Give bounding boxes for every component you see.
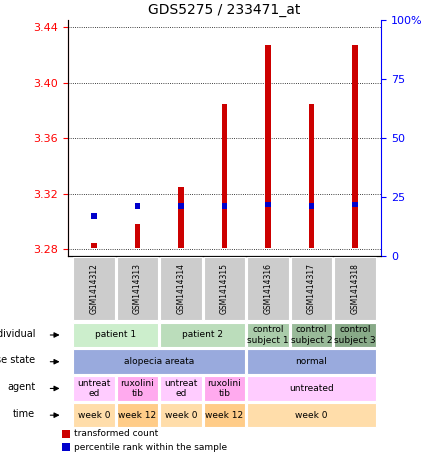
Bar: [290, 323, 332, 347]
Text: transformed count: transformed count: [74, 429, 158, 438]
Bar: [160, 403, 202, 428]
Text: week 0: week 0: [78, 411, 110, 419]
Bar: [265, 45, 271, 248]
Text: alopecia areata: alopecia areata: [124, 357, 194, 366]
Text: week 0: week 0: [295, 411, 328, 419]
Bar: [92, 213, 97, 218]
Text: week 12: week 12: [118, 411, 156, 419]
Bar: [204, 403, 245, 428]
Text: disease state: disease state: [0, 356, 35, 366]
Bar: [290, 257, 332, 320]
Bar: [309, 203, 314, 209]
Text: patient 1: patient 1: [95, 331, 136, 339]
Bar: [247, 349, 376, 374]
Bar: [160, 257, 202, 320]
Text: GSM1414314: GSM1414314: [177, 263, 185, 314]
Bar: [247, 323, 289, 347]
Text: GSM1414312: GSM1414312: [89, 263, 99, 314]
Bar: [178, 187, 184, 248]
Bar: [117, 257, 159, 320]
Bar: [178, 203, 184, 209]
Text: GSM1414318: GSM1414318: [350, 263, 360, 314]
Text: normal: normal: [296, 357, 327, 366]
Bar: [160, 376, 202, 401]
Text: GSM1414313: GSM1414313: [133, 263, 142, 314]
Bar: [135, 224, 140, 248]
Bar: [117, 376, 159, 401]
Bar: [117, 403, 159, 428]
Text: control
subject 1: control subject 1: [247, 325, 289, 345]
Text: untreat
ed: untreat ed: [77, 379, 111, 398]
Bar: [73, 403, 115, 428]
Text: GSM1414315: GSM1414315: [220, 263, 229, 314]
Bar: [334, 323, 376, 347]
Bar: [92, 243, 97, 248]
Text: agent: agent: [7, 382, 35, 392]
Bar: [247, 403, 376, 428]
Bar: [247, 376, 376, 401]
Bar: [352, 202, 357, 207]
Text: untreat
ed: untreat ed: [164, 379, 198, 398]
Text: control
subject 3: control subject 3: [334, 325, 376, 345]
Text: individual: individual: [0, 329, 35, 339]
Title: GDS5275 / 233471_at: GDS5275 / 233471_at: [148, 3, 300, 17]
Text: GSM1414317: GSM1414317: [307, 263, 316, 314]
Bar: [222, 203, 227, 209]
Bar: [204, 376, 245, 401]
Bar: [204, 257, 245, 320]
Text: control
subject 2: control subject 2: [291, 325, 332, 345]
Text: untreated: untreated: [289, 384, 334, 393]
Text: week 0: week 0: [165, 411, 197, 419]
Bar: [352, 45, 357, 248]
Bar: [73, 323, 159, 347]
Bar: [73, 349, 245, 374]
Bar: [135, 203, 140, 209]
Text: week 12: week 12: [205, 411, 244, 419]
Bar: [62, 443, 71, 451]
Bar: [160, 323, 245, 347]
Bar: [73, 376, 115, 401]
Text: ruxolini
tib: ruxolini tib: [120, 379, 154, 398]
Text: GSM1414316: GSM1414316: [264, 263, 272, 314]
Text: ruxolini
tib: ruxolini tib: [208, 379, 241, 398]
Bar: [265, 202, 271, 207]
Bar: [334, 257, 376, 320]
Bar: [309, 104, 314, 248]
Text: percentile rank within the sample: percentile rank within the sample: [74, 443, 227, 452]
Bar: [73, 257, 115, 320]
Bar: [62, 429, 71, 438]
Text: patient 2: patient 2: [182, 331, 223, 339]
Text: time: time: [13, 409, 35, 419]
Bar: [247, 257, 289, 320]
Bar: [222, 104, 227, 248]
